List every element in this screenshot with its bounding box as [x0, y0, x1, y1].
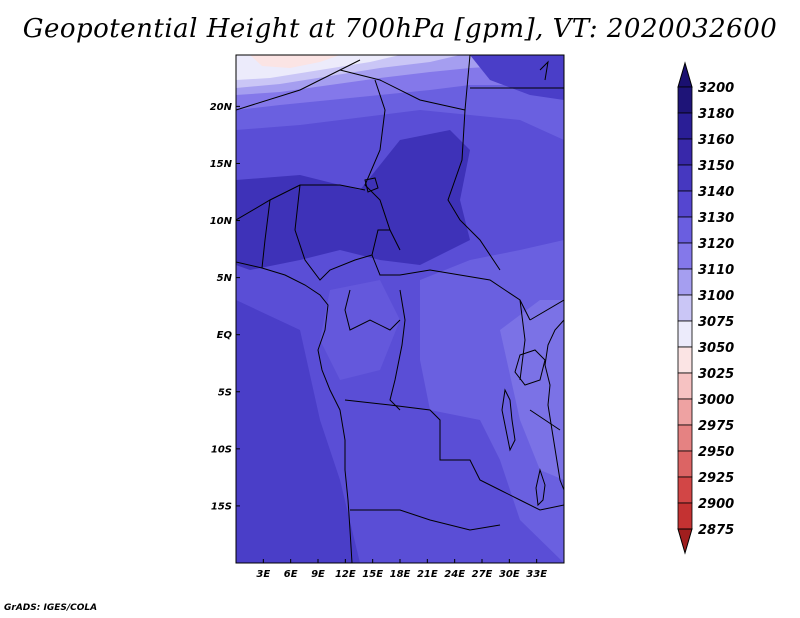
colorbar-swatch: [677, 502, 693, 530]
field-contour-sahel: [236, 130, 470, 270]
lon-tick-label: 30E: [499, 569, 520, 580]
lat-tick-label: 10S: [211, 444, 232, 455]
colorbar-swatch: [677, 164, 693, 192]
colorbar-label: 2950: [698, 445, 734, 460]
latitude-axis: 20N 15N 10N 5N EQ 5S 10S 15S: [210, 102, 240, 512]
lon-tick-label: 24E: [444, 569, 465, 580]
border-benin-togo: [261, 199, 271, 269]
lat-tick-label: 5S: [218, 387, 232, 398]
colorbar-swatch: [677, 242, 693, 270]
field-contour-ne: [470, 55, 564, 100]
border-congo: [389, 289, 406, 411]
border-zambia-moz: [499, 489, 564, 511]
border-nigeria: [294, 184, 390, 281]
colorbar-swatch: [677, 190, 693, 218]
colorbar-label: 3200: [698, 81, 734, 96]
colorbar-swatch: [677, 346, 693, 374]
colorbar: 3200 3180 3160 3150 3140 3130 3120 3110 3100 3075…: [677, 61, 734, 555]
colorbar-swatch: [677, 216, 693, 244]
lat-tick-label: 5N: [217, 273, 233, 284]
colorbar-swatch: [677, 320, 693, 348]
lake-tanganyika: [501, 388, 516, 452]
colorbar-label: 2900: [698, 497, 734, 512]
coastline-west: [236, 261, 353, 563]
colorbar-swatch: [677, 268, 693, 296]
lon-tick-label: 6E: [284, 569, 298, 580]
border-cameroon-gabon: [344, 289, 401, 331]
field-contour-basin: [320, 280, 400, 380]
lon-tick-label: 27E: [472, 569, 493, 580]
lon-tick-label: 33E: [526, 569, 547, 580]
colorbar-swatch: [677, 138, 693, 166]
colorbar-swatch: [677, 294, 693, 322]
colorbar-label: 2875: [698, 523, 734, 538]
colorbar-label: 3120: [698, 237, 734, 252]
lake-malawi: [535, 468, 546, 507]
lat-tick-label: 20N: [210, 102, 233, 113]
colorbar-label: 2925: [698, 471, 734, 486]
colorbar-label: 3150: [698, 159, 734, 174]
border-kenya: [529, 299, 564, 321]
chart-title: Geopotential Height at 700hPa [gpm], VT:…: [22, 14, 778, 44]
coastlines-and-borders: [236, 55, 564, 563]
border-angola-namibia: [350, 509, 501, 531]
lon-tick-label: 12E: [335, 569, 356, 580]
field-contour-n6: [250, 55, 340, 68]
colorbar-label: 3130: [698, 211, 734, 226]
colorbar-label: 3180: [698, 107, 734, 122]
border-angola-drc: [344, 399, 501, 491]
lat-tick-label: 15N: [210, 159, 233, 170]
colorbar-label: 3075: [698, 315, 734, 330]
colorbar-label: 2975: [698, 419, 734, 434]
border-tanzania: [529, 409, 561, 431]
colorbar-swatch: [677, 450, 693, 478]
colorbar-swatch: [677, 424, 693, 452]
lat-tick-label: 10N: [210, 216, 233, 227]
colorbar-label: 3110: [698, 263, 734, 278]
border-car: [371, 254, 531, 321]
colorbar-label: 3100: [698, 289, 734, 304]
longitude-axis: 3E 6E 9E 12E 15E 18E 21E 24E 27E 30E 33E: [256, 559, 547, 580]
colorbar-label: 3160: [698, 133, 734, 148]
lon-tick-label: 15E: [362, 569, 383, 580]
lon-tick-label: 3E: [256, 569, 270, 580]
border-algeria-mali: [236, 59, 361, 111]
colorbar-swatch: [677, 372, 693, 400]
colorbar-swatch: [677, 112, 693, 140]
credit-text: GrADS: IGES/COLA: [4, 603, 98, 613]
colorbar-swatch: [677, 86, 693, 114]
field-contour-sw: [236, 300, 360, 563]
colorbar-extend-top: [677, 61, 693, 88]
colorbar-label: 3000: [698, 393, 734, 408]
height-field: [236, 55, 564, 563]
lat-tick-label: 15S: [211, 501, 232, 512]
colorbar-swatch: [677, 476, 693, 504]
lake-chad: [364, 177, 379, 193]
border-chad-sudan: [447, 109, 501, 271]
colorbar-label: 3025: [698, 367, 734, 382]
sinai-coast: [539, 60, 549, 81]
colorbar-label: 3050: [698, 341, 734, 356]
lake-victoria: [514, 349, 546, 386]
lat-tick-label: EQ: [217, 330, 233, 341]
border-libya: [339, 55, 471, 111]
colorbar-extend-bottom: [677, 528, 693, 555]
lon-tick-label: 21E: [417, 569, 438, 580]
lon-tick-label: 18E: [390, 569, 411, 580]
lon-tick-label: 9E: [311, 569, 325, 580]
colorbar-swatch: [677, 398, 693, 426]
border-uganda-drc: [519, 299, 526, 381]
coastline-east: [544, 319, 564, 491]
colorbar-label: 3140: [698, 185, 734, 200]
